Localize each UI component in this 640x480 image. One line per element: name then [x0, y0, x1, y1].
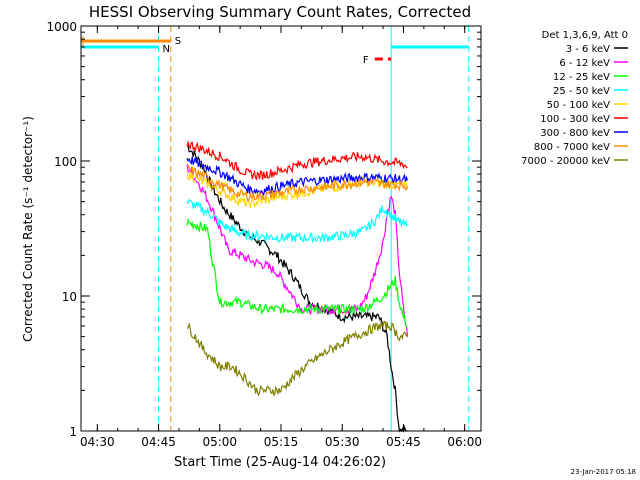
legend-label: 6 - 12 keV	[559, 58, 610, 69]
state-label: N	[163, 44, 170, 55]
x-tick-label: 05:15	[264, 435, 299, 449]
x-tick-label: 06:00	[447, 435, 482, 449]
legend-label: 800 - 7000 keV	[534, 142, 610, 153]
legend-label: 300 - 800 keV	[540, 128, 610, 139]
legend: Det 1,3,6,9, Att 0 3 - 6 keV 6 - 12 keV 12…	[521, 30, 628, 167]
state-label: F	[363, 55, 369, 66]
series-line	[186, 198, 408, 243]
series-line	[186, 145, 408, 433]
state-annotations: SN F	[81, 36, 469, 66]
series-line	[186, 156, 409, 197]
y-tick-label: 1	[69, 425, 77, 439]
x-tick-label: 05:30	[325, 435, 360, 449]
y-axis-ticks: 1 10 100 1000	[46, 20, 481, 439]
series-lines	[186, 140, 409, 433]
x-tick-label: 04:45	[141, 435, 176, 449]
vertical-markers	[158, 26, 470, 431]
series-line	[186, 140, 408, 181]
legend-label: 7000 - 20000 keV	[521, 156, 610, 167]
state-label: S	[175, 36, 181, 47]
x-tick-label: 05:00	[202, 435, 237, 449]
series-line	[186, 164, 409, 337]
legend-header: Det 1,3,6,9, Att 0	[542, 30, 628, 41]
y-tick-label: 1000	[46, 20, 77, 34]
x-axis-label: Start Time (25-Aug-14 04:26:02)	[174, 455, 386, 470]
legend-label: 3 - 6 keV	[566, 44, 610, 55]
legend-label: 100 - 300 keV	[540, 114, 610, 125]
y-axis-label: Corrected Count Rate (s⁻¹ detector⁻¹)	[21, 116, 35, 342]
y-tick-label: 100	[54, 155, 77, 169]
series-line	[186, 320, 408, 397]
x-axis-ticks: 04:30 04:45 05:00 05:15 05:30 05:45 06:00	[80, 26, 482, 449]
x-tick-label: 05:45	[386, 435, 421, 449]
series-line	[186, 217, 408, 328]
legend-label: 50 - 100 keV	[547, 100, 611, 111]
x-tick-label: 04:30	[80, 435, 115, 449]
plot-frame	[80, 25, 482, 432]
timestamp: 23-Jan-2017 05:18	[571, 468, 636, 476]
series-line	[186, 164, 409, 202]
legend-label: 12 - 25 keV	[553, 72, 610, 83]
legend-label: 25 - 50 keV	[553, 86, 610, 97]
y-tick-label: 10	[62, 290, 77, 304]
chart-title: HESSI Observing Summary Count Rates, Cor…	[89, 3, 471, 21]
